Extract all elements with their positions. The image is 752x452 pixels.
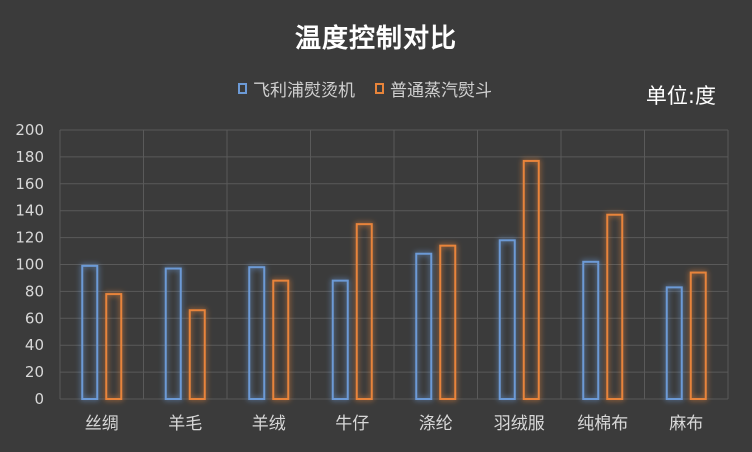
unit-label: 单位:度: [645, 84, 716, 108]
legend-item-steam-iron: 普通蒸汽熨斗: [375, 76, 492, 101]
bar-philips: [164, 267, 182, 400]
y-tick-label: 160: [15, 175, 44, 193]
x-tick-label: 羊绒: [252, 414, 286, 434]
y-tick-label: 40: [25, 336, 44, 354]
x-tick-label: 涤纶: [419, 414, 453, 434]
bar-philips: [498, 239, 516, 400]
x-tick-label: 羽绒服: [494, 414, 545, 434]
legend-swatch-steam-iron: [375, 83, 384, 94]
legend-swatch-philips: [238, 83, 247, 94]
bar-steam-iron: [105, 293, 123, 400]
x-tick-label: 丝绸: [85, 414, 119, 434]
bar-philips: [248, 266, 266, 400]
bar-steam-iron: [522, 159, 540, 400]
bar-steam-iron: [188, 309, 206, 401]
bar-steam-iron: [606, 213, 624, 400]
legend-label-steam-iron: 普通蒸汽熨斗: [390, 81, 492, 101]
y-tick-label: 100: [15, 256, 44, 274]
x-tick-label: 羊毛: [168, 414, 202, 434]
bar-philips: [582, 260, 600, 400]
bar-philips: [331, 279, 349, 401]
y-tick-label: 80: [25, 282, 44, 300]
bar-philips: [415, 252, 433, 400]
x-tick-label: 麻布: [669, 414, 703, 434]
x-tick-label: 纯棉布: [577, 414, 628, 434]
y-tick-label: 140: [15, 202, 44, 220]
chart-title: 温度控制对比: [294, 24, 457, 54]
bar-steam-iron: [689, 271, 707, 401]
bar-philips: [81, 264, 99, 400]
y-tick-label: 180: [15, 148, 44, 166]
x-tick-label: 牛仔: [335, 414, 369, 434]
y-tick-label: 120: [15, 229, 44, 247]
y-tick-label: 60: [25, 309, 44, 327]
bar-philips: [665, 286, 683, 400]
y-tick-label: 0: [34, 390, 44, 408]
legend: 飞利浦熨烫机 普通蒸汽熨斗: [238, 76, 512, 101]
y-tick-label: 200: [15, 121, 44, 139]
bar-steam-iron: [439, 244, 457, 400]
y-tick-label: 20: [25, 363, 44, 381]
bar-steam-iron: [355, 223, 373, 400]
legend-item-philips: 飞利浦熨烫机: [238, 76, 355, 101]
bar-steam-iron: [272, 279, 290, 401]
legend-label-philips: 飞利浦熨烫机: [253, 81, 355, 101]
